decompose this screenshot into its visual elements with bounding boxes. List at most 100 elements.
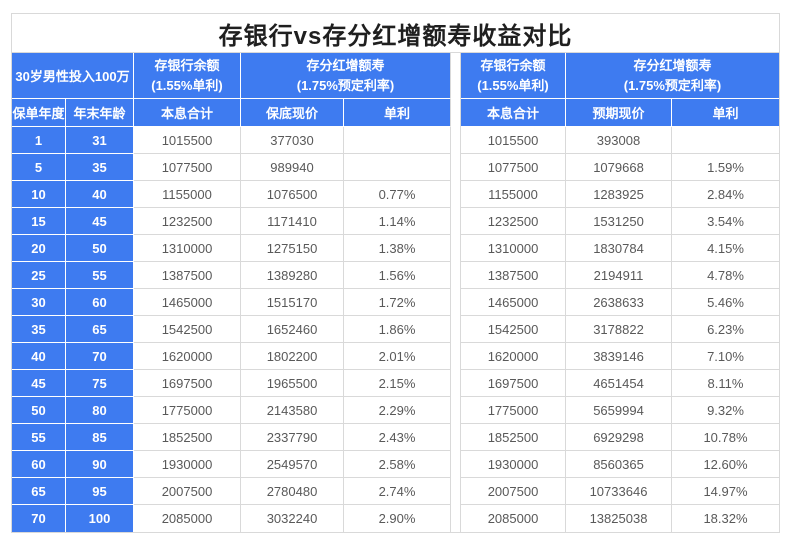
bank-total-left-cell: 2007500	[134, 478, 241, 505]
expected-value-cell: 1531250	[566, 208, 672, 235]
policy-year-cell: 60	[12, 451, 66, 478]
simple-rate-right-cell	[672, 127, 779, 154]
simple-rate-right-cell: 18.32%	[672, 505, 779, 532]
expected-value-cell: 13825038	[566, 505, 672, 532]
simple-rate-right-cell: 7.10%	[672, 343, 779, 370]
simple-rate-right-cell: 4.78%	[672, 262, 779, 289]
bank-total-right-cell: 1310000	[461, 235, 566, 262]
guaranteed-value-cell: 1652460	[241, 316, 344, 343]
page: 存银行vs存分红增额寿收益对比 30岁男性投入100万 存银行余额 (1.55%…	[11, 13, 780, 533]
age-cell: 31	[66, 127, 134, 154]
policy-year-cell: 35	[12, 316, 66, 343]
age-cell: 45	[66, 208, 134, 235]
simple-rate-left-cell: 1.72%	[344, 289, 451, 316]
bank-group-header-right-line1: 存银行余额	[480, 58, 546, 73]
subheader-principal-interest-left: 本息合计	[134, 99, 241, 127]
simple-rate-left-cell: 2.01%	[344, 343, 451, 370]
expected-value-cell: 3178822	[566, 316, 672, 343]
subheader-expected-cash-value: 预期现价	[566, 99, 672, 127]
policy-year-cell: 55	[12, 424, 66, 451]
bank-group-header-left-line1: 存银行余额	[154, 58, 220, 73]
expected-value-cell: 2638633	[566, 289, 672, 316]
group-gap	[451, 343, 461, 370]
expected-value-cell: 1283925	[566, 181, 672, 208]
group-gap	[451, 289, 461, 316]
simple-rate-left-cell	[344, 154, 451, 181]
group-gap	[451, 316, 461, 343]
guaranteed-value-cell: 1389280	[241, 262, 344, 289]
age-cell: 50	[66, 235, 134, 262]
bank-group-header-right-line2: (1.55%单利)	[477, 77, 549, 93]
guaranteed-value-cell: 1171410	[241, 208, 344, 235]
age-cell: 70	[66, 343, 134, 370]
bank-total-left-cell: 1077500	[134, 154, 241, 181]
bank-total-left-cell: 1697500	[134, 370, 241, 397]
insurance-group-header-left-line1: 存分红增额寿	[306, 58, 385, 73]
guaranteed-value-cell: 1076500	[241, 181, 344, 208]
bank-total-right-cell: 1465000	[461, 289, 566, 316]
guaranteed-value-cell: 989940	[241, 154, 344, 181]
simple-rate-left-cell	[344, 127, 451, 154]
expected-value-cell: 1830784	[566, 235, 672, 262]
simple-rate-left-cell: 2.29%	[344, 397, 451, 424]
bank-total-left-cell: 1465000	[134, 289, 241, 316]
expected-value-cell: 393008	[566, 127, 672, 154]
bank-total-left-cell: 1310000	[134, 235, 241, 262]
group-gap	[451, 99, 461, 127]
age-cell: 75	[66, 370, 134, 397]
insurance-group-header-left: 存分红增额寿 (1.75%预定利率)	[241, 53, 451, 99]
bank-total-left-cell: 1232500	[134, 208, 241, 235]
bank-total-right-cell: 1542500	[461, 316, 566, 343]
policy-year-cell: 70	[12, 505, 66, 532]
age-cell: 40	[66, 181, 134, 208]
simple-rate-right-cell: 5.46%	[672, 289, 779, 316]
group-gap	[451, 208, 461, 235]
age-cell: 65	[66, 316, 134, 343]
policy-year-cell: 40	[12, 343, 66, 370]
guaranteed-value-cell: 2780480	[241, 478, 344, 505]
bank-group-header-left-line2: (1.55%单利)	[151, 77, 223, 93]
bank-total-left-cell: 1155000	[134, 181, 241, 208]
simple-rate-right-cell: 8.11%	[672, 370, 779, 397]
bank-total-right-cell: 1930000	[461, 451, 566, 478]
guaranteed-value-cell: 377030	[241, 127, 344, 154]
bank-total-right-cell: 1155000	[461, 181, 566, 208]
bank-total-right-cell: 1387500	[461, 262, 566, 289]
subheader-principal-interest-right: 本息合计	[461, 99, 566, 127]
bank-total-right-cell: 1852500	[461, 424, 566, 451]
bank-total-right-cell: 1015500	[461, 127, 566, 154]
group-gap	[451, 451, 461, 478]
table-title: 存银行vs存分红增额寿收益对比	[12, 14, 779, 53]
guaranteed-value-cell: 3032240	[241, 505, 344, 532]
age-cell: 85	[66, 424, 134, 451]
policy-year-cell: 65	[12, 478, 66, 505]
simple-rate-left-cell: 0.77%	[344, 181, 451, 208]
simple-rate-left-cell: 2.74%	[344, 478, 451, 505]
comparison-table: 存银行vs存分红增额寿收益对比 30岁男性投入100万 存银行余额 (1.55%…	[11, 13, 780, 533]
guaranteed-value-cell: 1965500	[241, 370, 344, 397]
simple-rate-right-cell: 3.54%	[672, 208, 779, 235]
bank-total-left-cell: 1620000	[134, 343, 241, 370]
bank-total-right-cell: 1775000	[461, 397, 566, 424]
policy-year-cell: 45	[12, 370, 66, 397]
simple-rate-left-cell: 2.43%	[344, 424, 451, 451]
simple-rate-left-cell: 1.38%	[344, 235, 451, 262]
bank-total-left-cell: 1775000	[134, 397, 241, 424]
subheader-policy-year: 保单年度	[12, 99, 66, 127]
simple-rate-right-cell: 1.59%	[672, 154, 779, 181]
subheader-guaranteed-cash-value: 保底现价	[241, 99, 344, 127]
group-gap	[451, 262, 461, 289]
simple-rate-left-cell: 1.56%	[344, 262, 451, 289]
simple-rate-right-cell: 9.32%	[672, 397, 779, 424]
simple-rate-right-cell: 2.84%	[672, 181, 779, 208]
age-cell: 90	[66, 451, 134, 478]
expected-value-cell: 8560365	[566, 451, 672, 478]
group-gap	[451, 127, 461, 154]
guaranteed-value-cell: 2549570	[241, 451, 344, 478]
age-cell: 100	[66, 505, 134, 532]
bank-total-right-cell: 1697500	[461, 370, 566, 397]
bank-total-right-cell: 1620000	[461, 343, 566, 370]
group-gap	[451, 235, 461, 262]
expected-value-cell: 3839146	[566, 343, 672, 370]
simple-rate-left-cell: 2.58%	[344, 451, 451, 478]
